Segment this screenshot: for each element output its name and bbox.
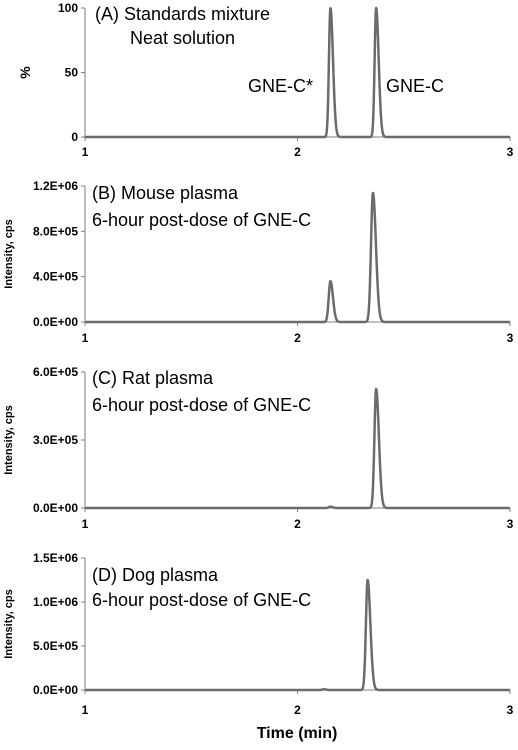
chromatogram-panel-2: 0.0E+00 4.0E+05 8.0E+05 1.2E+06 1 2 3 Intensity… [3,179,514,345]
x-tick-label: 3 [507,331,514,345]
x-tick-label: 1 [82,517,89,531]
panel-title-line: 6-hour post-dose of GNE-C [92,210,311,230]
y-axis-label: Intensity, cps [3,219,15,288]
x-tick-label: 3 [507,145,514,159]
x-tick-label: 3 [507,517,514,531]
y-tick-label: 5.0E+05 [33,639,78,653]
panel-title-line: (D) Dog plasma [92,565,219,585]
peak-label: GNE-C* [248,76,313,96]
y-tick-label: 0 [71,130,78,144]
y-tick-label: 0.0E+00 [33,315,78,329]
y-tick-label: 0.0E+00 [33,501,78,515]
x-tick-label: 2 [294,703,301,717]
y-tick-label: 4.0E+05 [33,270,78,284]
y-tick-label: 0.0E+00 [33,683,78,697]
chromatogram-panel-4: 0.0E+00 5.0E+05 1.0E+06 1.5E+06 1 2 3 Intensity… [3,551,514,717]
panel-title-line: (A) Standards mixture [95,4,270,24]
panel-title-line: (B) Mouse plasma [92,183,239,203]
x-tick-label: 2 [294,331,301,345]
panel-title-line: (C) Rat plasma [92,368,214,388]
x-tick-label: 1 [82,145,89,159]
chromatogram-panel-3: 0.0E+00 3.0E+05 6.0E+05 1 2 3 Intensity, cps (C… [3,365,514,531]
panel-title-line: 6-hour post-dose of GNE-C [92,395,311,415]
y-tick-label: 3.0E+05 [33,433,78,447]
panel-title-line: 6-hour post-dose of GNE-C [92,590,311,610]
y-tick-label: 8.0E+05 [33,224,78,238]
x-axis-title: Time (min) [257,725,338,742]
y-tick-label: 1.0E+06 [33,595,78,609]
x-tick-label: 3 [507,703,514,717]
y-tick-label: 1.5E+06 [33,551,78,565]
panel-title-line: Neat solution [130,28,235,48]
y-tick-label: 50 [65,66,79,80]
y-axis-label: % [17,66,33,79]
x-tick-label: 2 [294,517,301,531]
chromatogram-panel-1: 0 50 100 1 2 3% (A) Standards mixture Neat solu… [17,1,514,159]
x-tick-label: 1 [82,331,89,345]
y-axis-label: Intensity, cps [3,405,15,474]
x-tick-label: 1 [82,703,89,717]
peak-label: GNE-C [386,76,444,96]
y-tick-label: 6.0E+05 [33,365,78,379]
y-tick-label: 100 [58,1,78,15]
y-tick-label: 1.2E+06 [33,179,78,193]
y-axis-label: Intensity, cps [3,589,15,658]
x-tick-label: 2 [294,145,301,159]
